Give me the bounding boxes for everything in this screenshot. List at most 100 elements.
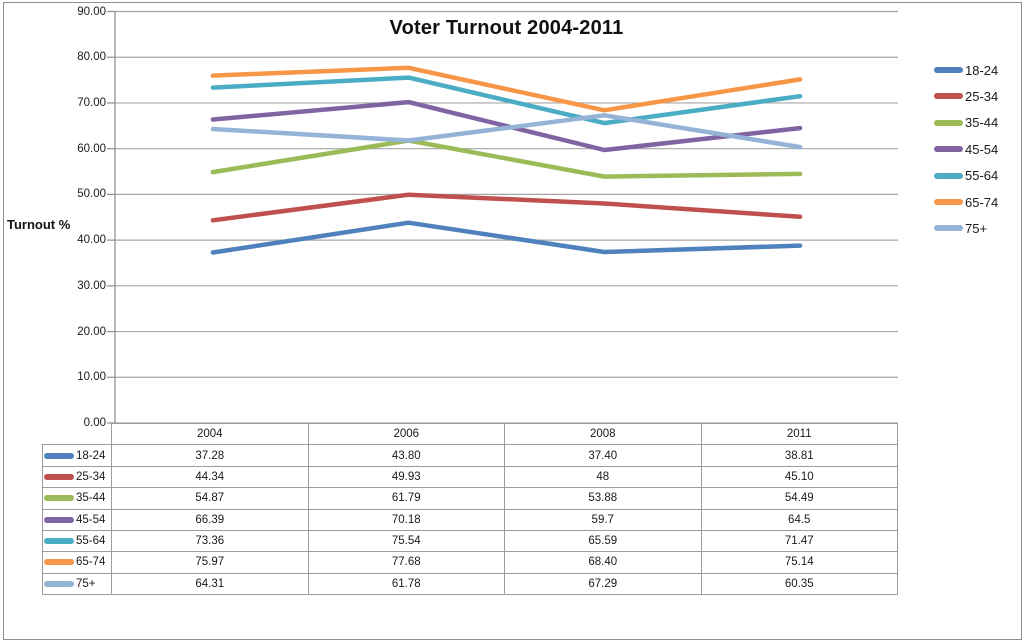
- y-axis-tick-label: 70.00: [77, 96, 106, 109]
- legend-item-18-24: 18-24: [934, 57, 998, 83]
- row-color-swatch: [44, 516, 74, 523]
- row-series-label: 35-44: [76, 492, 106, 505]
- table-row-label: 35-44: [42, 487, 112, 510]
- y-axis-tick-label: 80.00: [77, 51, 106, 64]
- chart-border: [3, 2, 1022, 640]
- legend-color-swatch: [934, 67, 963, 73]
- data-table: 2004 2006 2008 2011 18-24 37.28 43.80 37.40 38.8…: [42, 422, 898, 596]
- table-cell-45-54-2011: 64.5: [700, 508, 898, 531]
- legend-label: 55-64: [965, 168, 999, 184]
- table-row-25-34: 25-34 44.34 49.93 48 45.10: [42, 465, 898, 489]
- row-label-wrap: 25-34: [44, 467, 111, 486]
- table-row-label: 55-64: [42, 529, 112, 553]
- table-cell-35-44-2008: 53.88: [504, 487, 702, 510]
- table-cell-65-74-2004: 75.97: [111, 551, 309, 574]
- table-cell-25-34-2008: 48: [504, 465, 702, 489]
- series-line-75+: [210, 113, 803, 150]
- legend-item-55-64: 55-64: [934, 163, 998, 189]
- legend-label: 65-74: [965, 194, 999, 210]
- row-series-label: 65-74: [76, 556, 106, 569]
- legend-item-25-34: 25-34: [934, 83, 998, 109]
- y-axis-tick-label: 40.00: [77, 234, 106, 247]
- y-axis-tick-label: 50.00: [77, 188, 106, 201]
- legend-color-swatch: [934, 119, 963, 126]
- row-color-swatch: [44, 559, 74, 566]
- legend-color-swatch: [934, 225, 963, 232]
- row-series-label: 75+: [76, 577, 96, 590]
- legend-color-swatch: [934, 172, 963, 179]
- table-cell-65-74-2008: 68.40: [504, 551, 702, 574]
- legend-label: 35-44: [965, 115, 999, 131]
- table-cell-25-34-2006: 49.93: [307, 465, 505, 489]
- table-row-65-74: 65-74 75.97 77.68 68.40 75.14: [42, 551, 898, 574]
- table-cell-35-44-2004: 54.87: [111, 487, 309, 510]
- y-axis-tick-label: 10.00: [77, 371, 106, 384]
- table-header-2008: 2008: [504, 422, 702, 446]
- y-axis-tick-label: 0.00: [83, 417, 106, 429]
- legend-item-65-74: 65-74: [934, 189, 998, 215]
- table-cell-35-44-2011: 54.49: [700, 487, 898, 510]
- table-cell-25-34-2004: 44.34: [111, 465, 309, 489]
- row-series-label: 25-34: [76, 470, 106, 483]
- table-cell-55-64-2008: 65.59: [504, 529, 702, 553]
- legend-label: 45-54: [965, 141, 999, 157]
- table-row-45-54: 45-54 66.39 70.18 59.7 64.5: [42, 508, 898, 531]
- row-label-wrap: 65-74: [44, 553, 111, 572]
- table-header-2006: 2006: [307, 422, 505, 446]
- table-cell-65-74-2011: 75.14: [700, 551, 898, 574]
- table-cell-18-24-2008: 37.40: [504, 444, 702, 467]
- series-line-25-34: [210, 192, 803, 223]
- row-series-label: 55-64: [76, 535, 106, 548]
- legend-label: 25-34: [965, 88, 999, 104]
- legend-color-swatch: [934, 199, 963, 205]
- legend-item-45-54: 45-54: [934, 136, 998, 162]
- series-line-35-44: [210, 138, 803, 179]
- table-cell-18-24-2011: 38.81: [700, 444, 898, 467]
- table-corner-blank: [43, 424, 112, 445]
- table-row-label: 18-24: [42, 444, 112, 467]
- table-cell-75+-2006: 61.78: [307, 572, 505, 596]
- row-label-wrap: 55-64: [44, 531, 111, 550]
- table-row-label: 65-74: [42, 551, 112, 574]
- row-color-swatch: [44, 538, 74, 545]
- table-row-75+: 75+ 64.31 61.78 67.29 60.35: [42, 572, 898, 596]
- table-cell-55-64-2004: 73.36: [111, 529, 309, 553]
- table-header-row: 2004 2006 2008 2011: [43, 422, 898, 446]
- row-label-wrap: 35-44: [44, 489, 111, 508]
- series-line-65-74: [210, 65, 803, 113]
- table-row-35-44: 35-44 54.87 61.79 53.88 54.49: [42, 487, 898, 510]
- table-row-18-24: 18-24 37.28 43.80 37.40 38.81: [42, 444, 898, 467]
- chart-title: Voter Turnout 2004-2011: [389, 17, 624, 39]
- y-axis-tick-label: 20.00: [77, 325, 106, 338]
- y-axis-tick-label: 60.00: [77, 142, 106, 155]
- y-axis-title: Turnout %: [7, 217, 71, 232]
- y-axis-tick-label: 30.00: [77, 279, 106, 292]
- row-label-wrap: 75+: [44, 574, 111, 593]
- table-cell-18-24-2006: 43.80: [307, 444, 505, 467]
- table-cell-75+-2011: 60.35: [700, 572, 898, 596]
- row-label-wrap: 18-24: [44, 446, 111, 465]
- series-line-18-24: [210, 220, 803, 255]
- table-row-label: 45-54: [42, 508, 112, 531]
- table-cell-25-34-2011: 45.10: [700, 465, 898, 489]
- legend-color-swatch: [934, 146, 963, 153]
- table-row-55-64: 55-64 73.36 75.54 65.59 71.47: [42, 529, 898, 553]
- table-header-2011: 2011: [700, 422, 898, 446]
- table-cell-55-64-2006: 75.54: [307, 529, 505, 553]
- row-color-swatch: [44, 580, 74, 587]
- row-series-label: 45-54: [76, 513, 106, 526]
- row-color-swatch: [44, 495, 74, 502]
- legend-label: 18-24: [965, 62, 999, 78]
- row-color-swatch: [44, 473, 74, 480]
- table-cell-65-74-2006: 77.68: [307, 551, 505, 574]
- table-cell-35-44-2006: 61.79: [307, 487, 505, 510]
- legend-item-35-44: 35-44: [934, 110, 998, 136]
- table-cell-45-54-2008: 59.7: [504, 508, 702, 531]
- table-cell-45-54-2006: 70.18: [307, 508, 505, 531]
- table-row-label: 75+: [42, 572, 112, 596]
- series-line-55-64: [210, 75, 803, 126]
- legend-item-75+: 75+: [934, 215, 987, 241]
- table-cell-55-64-2011: 71.47: [700, 529, 898, 553]
